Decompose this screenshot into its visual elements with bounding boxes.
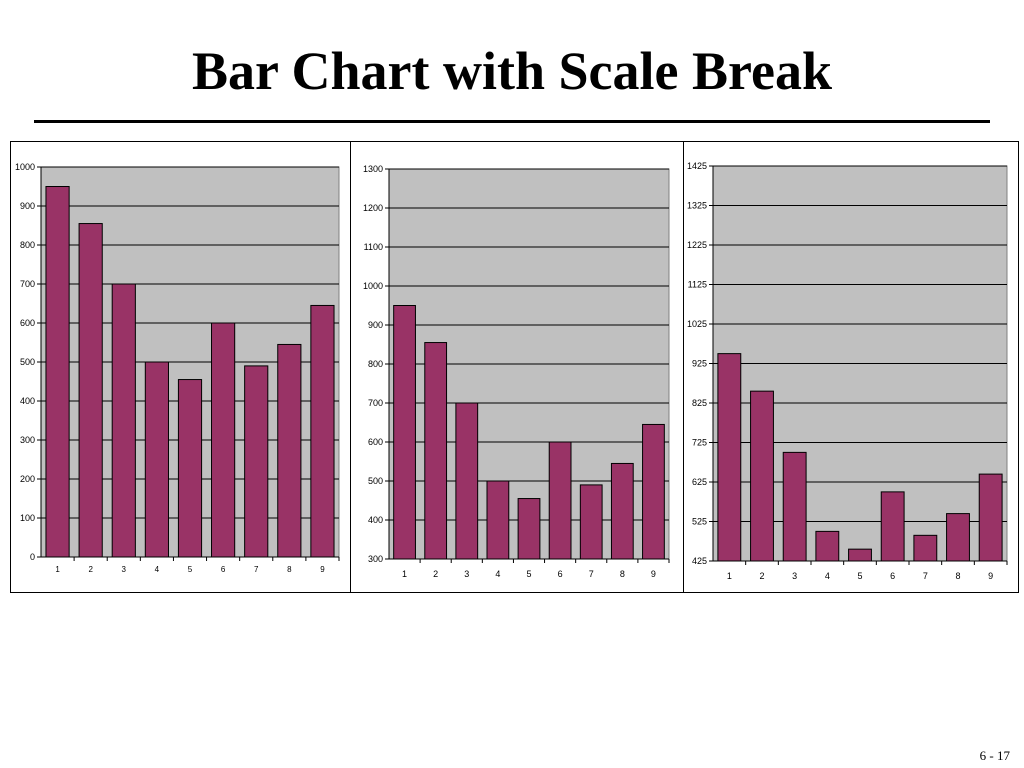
bar [211, 322, 236, 558]
x-tick-label: 1 [402, 569, 407, 579]
y-tick-label: 400 [20, 396, 35, 406]
bar [610, 462, 634, 560]
bar [642, 423, 665, 560]
x-tick-label: 3 [792, 571, 797, 581]
y-tick-label: 300 [20, 435, 35, 445]
bar [782, 451, 807, 562]
y-tick-label: 1325 [687, 201, 707, 211]
bar [815, 530, 840, 562]
x-tick-label: 5 [857, 571, 862, 581]
y-tick-label: 1100 [364, 242, 383, 252]
y-tick-label: 425 [692, 556, 707, 566]
y-tick-label: 100 [20, 513, 35, 523]
bar [111, 283, 136, 558]
bar [913, 534, 938, 562]
x-tick-label: 4 [155, 565, 160, 574]
bar-chart-1: 0 100 200 300 400 500 600 700 800 900 1000 1 2 3 4 5 6 7 8… [15, 162, 340, 574]
y-tick-label: 600 [368, 437, 383, 447]
title-divider [34, 120, 990, 123]
y-tick-label: 1300 [363, 164, 383, 174]
y-tick-label: 300 [368, 554, 383, 564]
bar-chart-3: 425 525 625 725 825 925 1025 1125 1225 1325 1425 1 2… [687, 161, 1008, 581]
y-tick-label: 500 [20, 357, 35, 367]
bar [455, 402, 479, 560]
y-tick-label: 1125 [688, 280, 707, 290]
y-tick-label: 800 [20, 240, 35, 250]
x-tick-label: 8 [287, 565, 292, 574]
x-tick-label: 7 [254, 565, 259, 574]
chart-panel-3: 425 525 625 725 825 925 1025 1125 1225 1325 1425 1 2… [683, 141, 1019, 593]
bar [277, 343, 302, 558]
x-tick-label: 6 [890, 571, 895, 581]
bar [486, 480, 510, 560]
bar [579, 484, 603, 560]
y-tick-label: 700 [368, 398, 383, 408]
bar [517, 498, 541, 560]
y-tick-label: 1025 [687, 319, 707, 329]
y-tick-label: 1425 [687, 161, 707, 171]
bar [424, 342, 448, 560]
y-tick-label: 700 [20, 279, 35, 289]
y-tick-label: 900 [368, 320, 383, 330]
x-tick-label: 1 [55, 565, 60, 574]
y-tick-label: 0 [30, 552, 35, 562]
x-tick-label: 5 [188, 565, 193, 574]
x-tick-label: 9 [988, 571, 993, 581]
bar [717, 353, 742, 562]
y-tick-label: 825 [692, 398, 707, 408]
chart-panel-1: 0 100 200 300 400 500 600 700 800 900 1000 1 2 3 4 5 6 7 8… [10, 141, 351, 593]
bar [244, 365, 269, 558]
bar [310, 304, 335, 558]
x-tick-label: 9 [651, 569, 656, 579]
x-tick-label: 2 [88, 565, 93, 574]
x-tick-label: 7 [923, 571, 928, 581]
y-tick-label: 1200 [363, 203, 383, 213]
bar [177, 379, 203, 558]
bar [78, 223, 103, 558]
x-tick-label: 9 [320, 565, 325, 574]
y-tick-label: 1225 [687, 240, 707, 250]
x-tick-label: 1 [727, 571, 732, 581]
y-tick-label: 400 [368, 515, 383, 525]
y-tick-label: 600 [20, 318, 35, 328]
x-tick-label: 2 [433, 569, 438, 579]
y-tick-label: 1000 [15, 162, 35, 172]
y-tick-label: 900 [20, 201, 35, 211]
x-tick-label: 2 [759, 571, 764, 581]
bar [548, 441, 572, 560]
x-tick-label: 3 [464, 569, 469, 579]
slide-number: 6 - 17 [979, 748, 1010, 763]
y-tick-label: 1000 [363, 281, 383, 291]
y-tick-label: 800 [368, 359, 383, 369]
bar-chart-2: 300 400 500 600 700 800 900 1000 1100 1200 1300 1 2 3… [363, 164, 670, 579]
bar [45, 186, 70, 558]
x-tick-label: 8 [620, 569, 625, 579]
y-tick-label: 725 [692, 438, 707, 448]
y-tick-label: 525 [692, 517, 707, 527]
bar [750, 390, 774, 562]
bar [946, 513, 970, 562]
x-tick-label: 7 [589, 569, 594, 579]
x-tick-label: 3 [122, 565, 127, 574]
bar [848, 548, 872, 562]
bar [978, 473, 1003, 562]
x-tick-label: 5 [526, 569, 531, 579]
x-tick-label: 4 [495, 569, 500, 579]
y-tick-label: 625 [692, 477, 707, 487]
y-tick-label: 200 [20, 474, 35, 484]
bar [144, 361, 169, 558]
bar [880, 491, 905, 562]
x-tick-label: 4 [825, 571, 830, 581]
y-tick-label: 925 [692, 359, 707, 369]
slide-title: Bar Chart with Scale Break [192, 41, 832, 101]
y-tick-label: 500 [368, 476, 383, 486]
chart-panel-2: 300 400 500 600 700 800 900 1000 1100 1200 1300 1 2 3… [350, 141, 684, 593]
x-tick-label: 6 [558, 569, 563, 579]
x-tick-label: 6 [221, 565, 226, 574]
bar [393, 305, 416, 560]
x-tick-label: 8 [955, 571, 960, 581]
